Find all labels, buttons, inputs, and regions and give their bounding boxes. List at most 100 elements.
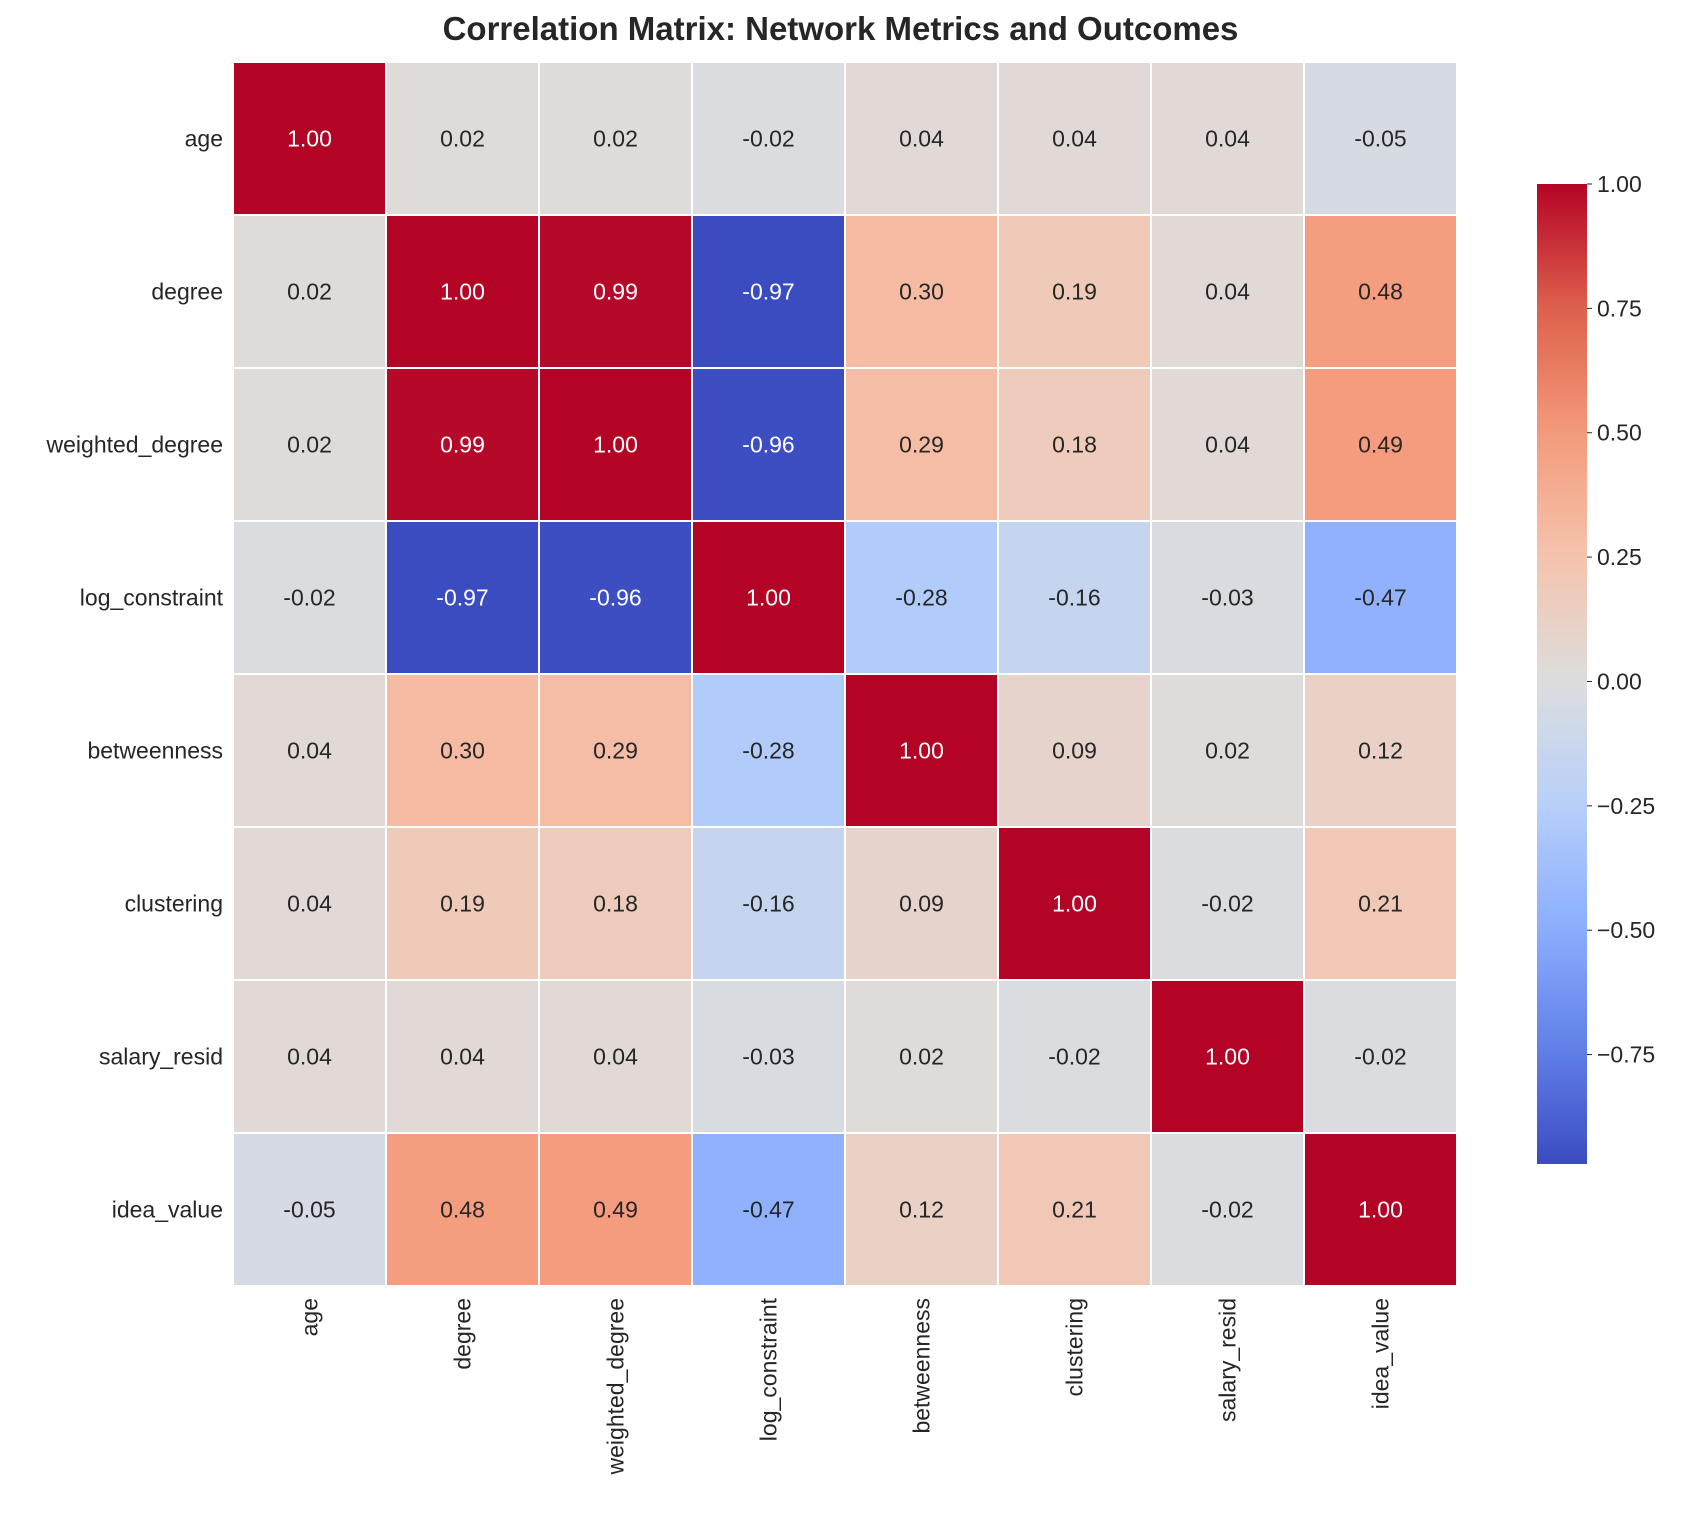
heatmap-cell xyxy=(999,981,1150,1132)
colorbar-tick-label: 0.25 xyxy=(1597,544,1642,570)
heatmap-cell xyxy=(540,1134,691,1285)
chart-title: Correlation Matrix: Network Metrics and … xyxy=(442,10,1239,47)
cell-annotation: 0.19 xyxy=(1052,279,1097,305)
cell-annotation: 0.99 xyxy=(440,432,485,458)
heatmap-cell xyxy=(234,981,385,1132)
heatmap-cell xyxy=(387,981,538,1132)
heatmap-cell xyxy=(540,369,691,520)
cell-annotation: 1.00 xyxy=(593,432,638,458)
heatmap-cell xyxy=(846,216,997,367)
cell-annotation: -0.02 xyxy=(742,126,794,152)
heatmap-cell xyxy=(1152,63,1303,214)
cell-annotation: -0.03 xyxy=(1201,585,1253,611)
heatmap-cell xyxy=(1152,675,1303,826)
cell-annotation: 0.02 xyxy=(440,126,485,152)
cell-annotation: 0.04 xyxy=(1205,279,1250,305)
heatmap-cell xyxy=(1305,828,1456,979)
heatmap-cell xyxy=(234,63,385,214)
column-tick-label: weighted_degree xyxy=(603,1298,629,1475)
cell-annotation: 0.04 xyxy=(1052,126,1097,152)
heatmap-cell xyxy=(540,828,691,979)
heatmap-cell xyxy=(234,522,385,673)
cell-annotation: 0.02 xyxy=(287,432,332,458)
row-tick-label: idea_value xyxy=(112,1197,223,1223)
cell-annotation: -0.97 xyxy=(742,279,794,305)
cell-annotation: 0.21 xyxy=(1052,1197,1097,1223)
column-tick-label: salary_resid xyxy=(1215,1298,1241,1422)
cell-annotation: -0.02 xyxy=(1354,1044,1406,1070)
heatmap-cell xyxy=(540,216,691,367)
cell-annotation: 0.04 xyxy=(1205,432,1250,458)
cell-annotation: 0.29 xyxy=(593,738,638,764)
heatmap-cell xyxy=(1152,369,1303,520)
heatmap-cell xyxy=(1305,1134,1456,1285)
heatmap-cell xyxy=(1305,216,1456,367)
cell-annotation: 1.00 xyxy=(899,738,944,764)
heatmap-cell xyxy=(693,1134,844,1285)
cell-annotation: -0.47 xyxy=(1354,585,1406,611)
colorbar-tick-label: 0.50 xyxy=(1597,420,1642,446)
row-tick-label: clustering xyxy=(125,891,223,917)
cell-annotation: 1.00 xyxy=(1358,1197,1403,1223)
cell-annotation: 0.12 xyxy=(1358,738,1403,764)
column-tick-label: degree xyxy=(450,1298,476,1370)
heatmap-cell xyxy=(999,675,1150,826)
heatmap-cell xyxy=(1305,369,1456,520)
colorbar-tick-label: −0.50 xyxy=(1597,917,1655,943)
heatmap-cell xyxy=(234,216,385,367)
cell-annotation: 0.30 xyxy=(440,738,485,764)
colorbar-tick-label: 0.00 xyxy=(1597,668,1642,694)
colorbar-tick-label: 1.00 xyxy=(1597,171,1642,197)
cell-annotation: -0.05 xyxy=(1354,126,1406,152)
cell-annotation: -0.02 xyxy=(1048,1044,1100,1070)
cell-annotation: 0.29 xyxy=(899,432,944,458)
heatmap-cell xyxy=(1305,522,1456,673)
heatmap-cell xyxy=(846,981,997,1132)
cell-annotation: 0.09 xyxy=(899,891,944,917)
heatmap-cell xyxy=(387,369,538,520)
row-tick-label: salary_resid xyxy=(99,1044,223,1070)
cell-annotation: -0.28 xyxy=(895,585,947,611)
cell-annotation: -0.96 xyxy=(742,432,794,458)
colorbar-tick-label: −0.25 xyxy=(1597,793,1655,819)
column-tick-label: idea_value xyxy=(1368,1298,1394,1409)
cell-annotation: -0.02 xyxy=(1201,1197,1253,1223)
column-tick-label: age xyxy=(297,1298,323,1336)
heatmap-cell xyxy=(1305,675,1456,826)
colorbar-gradient xyxy=(1537,184,1587,1164)
row-tick-label: log_constraint xyxy=(80,585,224,611)
cell-annotation: 1.00 xyxy=(287,126,332,152)
cell-annotation: 0.99 xyxy=(593,279,638,305)
row-labels: age degree weighted_degree log_constraintbe… xyxy=(46,126,224,1223)
heatmap-cell xyxy=(234,828,385,979)
cell-annotation: 0.49 xyxy=(1358,432,1403,458)
heatmap-cell xyxy=(693,216,844,367)
heatmap-cell xyxy=(999,522,1150,673)
heatmap-cell xyxy=(1152,522,1303,673)
heatmap-cell xyxy=(234,675,385,826)
heatmap-cell xyxy=(387,675,538,826)
heatmap-cell xyxy=(1152,1134,1303,1285)
cell-annotation: 1.00 xyxy=(440,279,485,305)
heatmap-cell xyxy=(693,981,844,1132)
heatmap-cell xyxy=(387,828,538,979)
cell-annotation: 0.04 xyxy=(593,1044,638,1070)
heatmap-cell xyxy=(693,675,844,826)
heatmap-cell xyxy=(387,522,538,673)
heatmap-cell xyxy=(693,522,844,673)
cell-annotation: -0.96 xyxy=(589,585,641,611)
cell-annotation: -0.28 xyxy=(742,738,794,764)
heatmap-cell xyxy=(1152,981,1303,1132)
heatmap-cells: 1.00 0.02 0.02 -0.02 0.04 0.04 0.04 -0.05 0.02 1.… xyxy=(234,63,1456,1285)
heatmap-cell xyxy=(693,369,844,520)
cell-annotation: 0.04 xyxy=(287,891,332,917)
heatmap-cell xyxy=(846,828,997,979)
cell-annotation: 0.04 xyxy=(287,1044,332,1070)
cell-annotation: 0.02 xyxy=(899,1044,944,1070)
cell-annotation: -0.16 xyxy=(1048,585,1100,611)
colorbar-tick-label: −0.75 xyxy=(1597,1042,1655,1068)
colorbar-tick-label: 0.75 xyxy=(1597,295,1642,321)
heatmap-cell xyxy=(540,675,691,826)
column-tick-label: clustering xyxy=(1062,1298,1088,1396)
heatmap-cell xyxy=(1305,63,1456,214)
